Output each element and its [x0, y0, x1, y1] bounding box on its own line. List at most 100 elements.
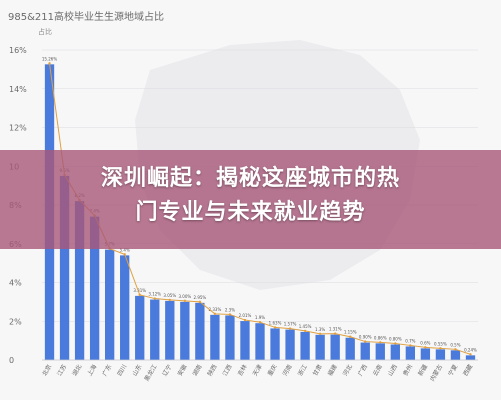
bar [405, 346, 416, 360]
trend-point [394, 342, 397, 345]
bar [89, 216, 100, 360]
bar [180, 301, 190, 360]
trend-point [349, 335, 352, 338]
trend-point [243, 318, 247, 322]
bar [465, 355, 476, 360]
trend-point [228, 313, 232, 316]
data-label: 3.31% [133, 288, 146, 293]
x-tick-label: 上海 [85, 363, 98, 377]
x-tick-label: 河南 [281, 363, 294, 377]
trend-point [409, 344, 412, 347]
headline-line-2: 门专业与未来就业趋势 [135, 200, 366, 225]
data-label: 5.4% [120, 247, 130, 252]
y-tick-label: 12% [9, 124, 27, 133]
data-label: 2.3% [225, 307, 235, 312]
x-tick-label: 河北 [341, 363, 354, 377]
trend-point [364, 340, 367, 343]
bar [315, 334, 325, 360]
bar [420, 348, 431, 360]
x-tick-label: 北京 [40, 363, 53, 377]
bar [120, 255, 130, 360]
y-tick-label: 2% [9, 317, 22, 326]
bar [330, 334, 340, 360]
y-axis-label: 占比 [38, 28, 52, 36]
bar [135, 295, 145, 360]
trend-point [258, 320, 262, 324]
x-tick-label: 福建 [326, 363, 339, 377]
data-label: 1.3% [315, 327, 325, 332]
chart-title: 985&211高校毕业生生源地域占比 [8, 12, 164, 23]
data-label: 0.24% [464, 347, 477, 352]
data-label: 0.90% [359, 335, 372, 340]
x-tick-label: 吉林 [236, 363, 249, 377]
data-label: 1.15% [344, 330, 357, 335]
x-tick-label: 内蒙古 [428, 363, 444, 383]
x-tick-label: 天津 [252, 364, 264, 378]
data-label: 0.7% [405, 338, 415, 343]
data-label: 1.31% [329, 327, 342, 332]
trend-point [454, 348, 457, 351]
x-tick-label: 广东 [100, 363, 113, 377]
x-tick-label: 云南 [371, 363, 384, 377]
x-tick-label: 西藏 [461, 363, 474, 377]
x-tick-label: 江苏 [55, 363, 68, 377]
trend-point [318, 332, 322, 336]
trend-point [303, 329, 307, 333]
x-tick-label: 甘肃 [311, 363, 324, 377]
x-tick-label: 湖北 [70, 363, 83, 377]
data-label: 3.00% [178, 294, 191, 299]
bar [59, 175, 70, 360]
bar [240, 321, 250, 360]
trend-point [198, 300, 202, 304]
x-tick-label: 重庆 [266, 363, 279, 377]
trend-point [424, 346, 427, 349]
bar [210, 314, 220, 360]
data-label: 0.6% [420, 340, 430, 345]
trend-point [153, 297, 156, 300]
bar [165, 300, 175, 360]
x-tick-label: 山东 [131, 363, 144, 377]
trend-point [273, 326, 277, 329]
x-tick-label: 黑龙江 [143, 363, 159, 383]
data-label: 2.95% [194, 295, 207, 300]
data-label: 0.55% [434, 341, 447, 346]
x-tick-label: 辽宁 [161, 363, 174, 377]
trend-point [333, 332, 337, 335]
data-label: 0.5% [450, 342, 460, 347]
bar [225, 315, 235, 360]
trend-point [48, 62, 51, 65]
bar [195, 302, 205, 360]
trend-point [439, 347, 442, 350]
bar [104, 249, 115, 360]
x-tick-label: 安徽 [176, 363, 189, 377]
bar [390, 344, 400, 360]
x-tick-label: 湖南 [191, 363, 204, 377]
trend-point [183, 299, 187, 303]
bar [345, 337, 355, 360]
x-tick-label: 四川 [116, 364, 128, 378]
trend-point [469, 353, 472, 356]
bar [150, 299, 160, 360]
data-label: 3.12% [148, 292, 161, 297]
trend-point [138, 293, 141, 297]
x-tick-label: 新疆 [416, 363, 429, 377]
x-tick-label: 陕西 [206, 363, 219, 377]
x-tick-label: 广西 [356, 363, 369, 377]
headline-banner [0, 150, 501, 249]
trend-point [379, 341, 382, 344]
data-label: 1.9% [255, 315, 265, 320]
trend-point [168, 298, 171, 302]
trend-point [213, 312, 217, 316]
data-label: 0.80% [389, 337, 402, 342]
data-label: 1.63% [269, 320, 282, 325]
x-tick-label: 宁夏 [446, 363, 459, 377]
bar [285, 329, 295, 360]
x-tick-label: 江西 [222, 364, 234, 378]
x-tick-label: 山西 [386, 363, 399, 377]
bar [375, 343, 385, 360]
bar [450, 350, 461, 360]
trend-point [288, 327, 292, 330]
y-tick-label: 4% [9, 279, 22, 288]
